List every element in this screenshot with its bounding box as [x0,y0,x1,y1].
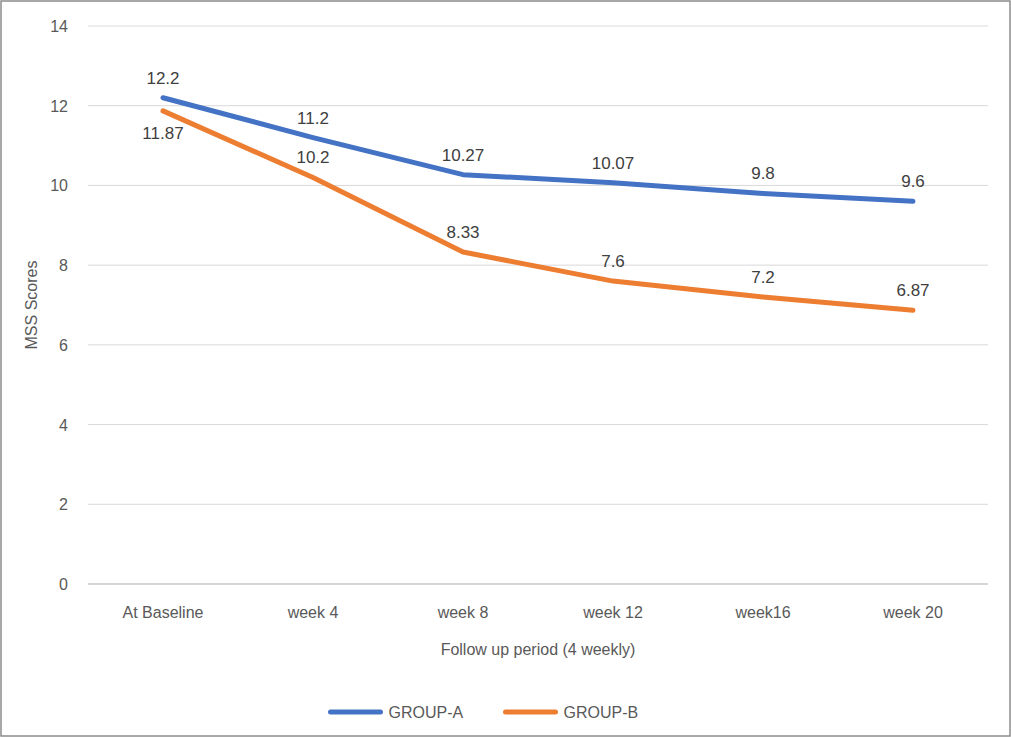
data-label: 6.87 [896,281,929,300]
x-axis: At Baseline week 4 week 8 week 12 week16 week… [123,604,943,621]
x-axis-title: Follow up period (4 weekly) [441,641,636,658]
legend: GROUP-A GROUP-B [331,704,639,721]
y-tick-label: 10 [50,177,68,194]
data-label: 10.2 [296,148,329,167]
grid-line [88,105,988,106]
series-line [163,111,913,310]
x-tick-label: At Baseline [123,604,204,621]
x-tick-label: week 20 [882,604,943,621]
y-axis: 0 2 4 6 8 10 12 14 [50,18,988,593]
data-label: 10.07 [592,154,635,173]
legend-label: GROUP-A [389,704,464,721]
data-label: 12.2 [146,69,179,88]
y-tick-label: 4 [59,417,68,434]
data-label: 8.33 [446,223,479,242]
x-tick-label: week16 [734,604,790,621]
x-tick-label: week 12 [582,604,643,621]
data-label: 9.6 [901,172,925,191]
data-label: 7.6 [601,252,625,271]
y-tick-label: 8 [59,257,68,274]
data-labels: 12.2 11.2 10.27 10.07 9.8 9.6 11.87 10.2 8.33 7.6… [142,69,929,300]
grid-line [88,344,988,345]
chart: 0 2 4 6 8 10 12 14 At Baseline week 4 week 8 week 1… [0,0,1011,737]
y-axis-title: MSS Scores [23,261,40,350]
grid-line [88,26,988,27]
frame [1,1,1010,736]
data-label: 11.87 [142,124,183,143]
x-axis-line [88,584,988,585]
y-tick-label: 6 [59,337,68,354]
legend-swatch [506,710,556,715]
y-tick-label: 0 [59,576,68,593]
legend-swatch [331,710,381,715]
data-label: 7.2 [751,268,775,287]
x-tick-label: week 4 [287,604,339,621]
y-tick-label: 12 [50,98,68,115]
y-tick-label: 14 [50,18,68,35]
y-tick-label: 2 [59,496,68,513]
data-label: 10.27 [442,146,485,165]
plot-area [163,98,913,310]
data-label: 11.2 [297,109,329,128]
series-line [163,98,913,202]
data-label: 9.8 [751,164,775,183]
grid-line [88,185,988,186]
grid-line [88,424,988,425]
x-tick-label: week 8 [437,604,489,621]
grid-line [88,504,988,505]
legend-label: GROUP-B [564,704,639,721]
grid-line [88,584,988,585]
